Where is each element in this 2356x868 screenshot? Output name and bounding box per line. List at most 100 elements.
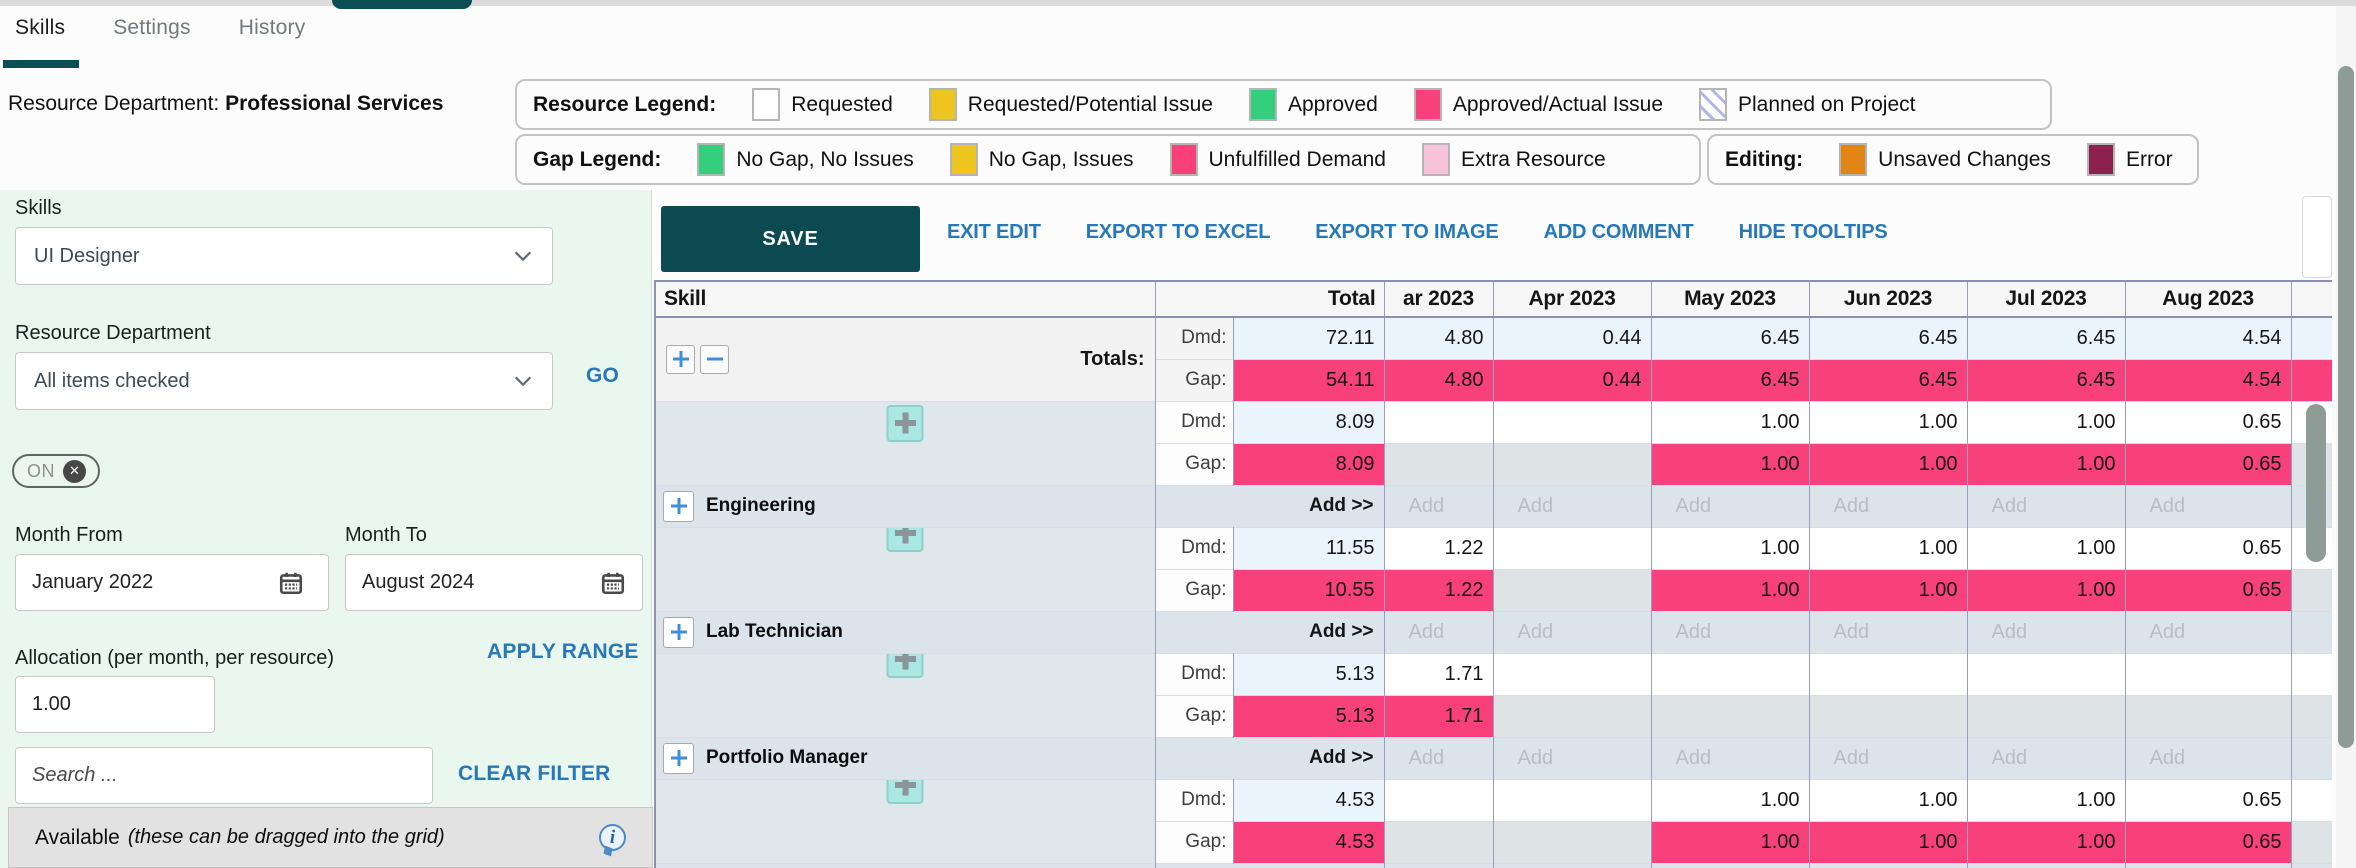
add-month-cell[interactable]: Add xyxy=(1966,484,2126,527)
add-month-cell[interactable]: Add xyxy=(1966,862,2126,868)
add-month-cell[interactable]: Add xyxy=(1383,736,1494,779)
go-button[interactable]: GO xyxy=(586,364,620,387)
add-month-cell[interactable]: Add xyxy=(1492,736,1652,779)
demand-value-cell[interactable] xyxy=(1492,652,1652,695)
demand-value-cell[interactable]: 0.65 xyxy=(2124,400,2292,443)
demand-value-cell[interactable]: 1.00 xyxy=(1808,526,1968,569)
add-month-cell[interactable]: Add xyxy=(1492,610,1652,653)
add-month-cell[interactable]: Add xyxy=(2124,736,2292,779)
totals-gap-value[interactable]: 4.54 xyxy=(2124,358,2292,401)
add-month-cell[interactable]: Add xyxy=(1650,862,1810,868)
add-month-cell[interactable]: Add xyxy=(1650,484,1810,527)
demand-value-cell[interactable]: 1.00 xyxy=(1650,526,1810,569)
demand-value-cell[interactable]: 1.00 xyxy=(1808,778,1968,821)
demand-value-cell[interactable]: 1.00 xyxy=(1966,778,2126,821)
tab-settings[interactable]: Settings xyxy=(113,16,191,39)
demand-value-cell[interactable]: 1.00 xyxy=(1650,400,1810,443)
gap-value-cell[interactable] xyxy=(1383,820,1494,863)
add-demand-button[interactable] xyxy=(886,528,924,552)
add-demand-button[interactable] xyxy=(886,404,924,442)
demand-value-cell[interactable]: 5.13 xyxy=(1232,652,1385,695)
gap-value-cell[interactable] xyxy=(1492,694,1652,737)
export-to-image-button[interactable]: EXPORT TO IMAGE xyxy=(1315,221,1499,243)
gap-value-cell[interactable]: 1.71 xyxy=(1383,694,1494,737)
demand-value-cell[interactable] xyxy=(1650,652,1810,695)
add-range-cell[interactable]: Add >> xyxy=(1154,484,1385,527)
totals-demand-value[interactable]: 72.11 xyxy=(1232,316,1385,359)
resource-department-select[interactable]: All items checked xyxy=(15,352,553,410)
hide-tooltips-button[interactable]: HIDE TOOLTIPS xyxy=(1738,221,1888,243)
gap-value-cell[interactable] xyxy=(1492,442,1652,485)
add-month-cell[interactable]: Add xyxy=(1383,484,1494,527)
gap-value-cell[interactable] xyxy=(2124,694,2292,737)
skills-select[interactable]: UI Designer xyxy=(15,227,553,285)
gap-value-cell[interactable]: 1.22 xyxy=(1383,568,1494,611)
gap-value-cell[interactable] xyxy=(1383,442,1494,485)
demand-value-cell[interactable]: 1.00 xyxy=(1808,400,1968,443)
demand-value-cell[interactable] xyxy=(1492,400,1652,443)
demand-value-cell[interactable] xyxy=(1383,400,1494,443)
demand-value-cell[interactable] xyxy=(1492,778,1652,821)
demand-value-cell[interactable]: 0.65 xyxy=(2124,526,2292,569)
demand-value-cell[interactable]: 1.22 xyxy=(1383,526,1494,569)
calendar-icon[interactable] xyxy=(600,570,626,596)
gap-value-cell[interactable]: 10.55 xyxy=(1232,568,1385,611)
gap-value-cell[interactable]: 1.00 xyxy=(1966,568,2126,611)
apply-range-button[interactable]: APPLY RANGE xyxy=(487,640,639,663)
gap-value-cell[interactable]: 0.65 xyxy=(2124,442,2292,485)
calendar-icon[interactable] xyxy=(278,570,304,596)
demand-value-cell[interactable] xyxy=(1492,526,1652,569)
demand-value-cell[interactable]: 1.00 xyxy=(1966,526,2126,569)
add-month-cell[interactable]: Add xyxy=(1966,736,2126,779)
remove-chip-icon[interactable]: ✕ xyxy=(63,459,86,483)
gap-value-cell[interactable] xyxy=(1492,820,1652,863)
export-to-excel-button[interactable]: EXPORT TO EXCEL xyxy=(1085,221,1271,243)
totals-gap-value[interactable]: 0.44 xyxy=(1492,358,1652,401)
exit-edit-button[interactable]: EXIT EDIT xyxy=(947,221,1041,243)
gap-value-cell[interactable] xyxy=(1808,694,1968,737)
add-month-cell[interactable]: Add xyxy=(1650,610,1810,653)
gap-value-cell[interactable]: 1.00 xyxy=(1966,442,2126,485)
allocation-input[interactable] xyxy=(15,676,215,733)
save-button[interactable]: SAVE xyxy=(661,206,920,272)
gap-value-cell[interactable] xyxy=(1966,694,2126,737)
demand-value-cell[interactable]: 4.53 xyxy=(1232,778,1385,821)
gap-value-cell[interactable] xyxy=(1650,694,1810,737)
month-from-input[interactable] xyxy=(15,554,329,611)
add-month-cell[interactable]: Add xyxy=(1808,610,1968,653)
demand-value-cell[interactable]: 11.55 xyxy=(1232,526,1385,569)
gap-value-cell[interactable]: 5.13 xyxy=(1232,694,1385,737)
add-range-cell[interactable]: Add >> xyxy=(1154,610,1385,653)
totals-demand-value[interactable]: 0.44 xyxy=(1492,316,1652,359)
totals-demand-value[interactable]: 6.45 xyxy=(1808,316,1968,359)
demand-value-cell[interactable] xyxy=(2124,652,2292,695)
gap-value-cell[interactable]: 1.00 xyxy=(1808,442,1968,485)
totals-demand-value[interactable]: 6.45 xyxy=(1650,316,1810,359)
add-range-cell[interactable]: Add >> xyxy=(1154,736,1385,779)
totals-gap-value[interactable]: 54.11 xyxy=(1232,358,1385,401)
totals-demand-value[interactable]: 4.80 xyxy=(1383,316,1494,359)
filter-toggle-chip[interactable]: ON ✕ xyxy=(12,454,100,488)
gap-value-cell[interactable]: 1.00 xyxy=(1808,820,1968,863)
demand-value-cell[interactable] xyxy=(1808,652,1968,695)
add-demand-button[interactable] xyxy=(886,654,924,678)
totals-demand-value[interactable]: 6.45 xyxy=(1966,316,2126,359)
add-month-cell[interactable]: Add xyxy=(1492,862,1652,868)
add-month-cell[interactable]: Add xyxy=(1383,862,1494,868)
search-input[interactable] xyxy=(15,747,433,804)
totals-gap-value[interactable]: 4.80 xyxy=(1383,358,1494,401)
page-scrollbar-thumb[interactable] xyxy=(2338,66,2354,748)
add-month-cell[interactable]: Add xyxy=(1650,736,1810,779)
demand-value-cell[interactable]: 1.71 xyxy=(1383,652,1494,695)
gap-value-cell[interactable]: 1.00 xyxy=(1808,568,1968,611)
tab-skills[interactable]: Skills xyxy=(15,16,66,39)
gap-value-cell[interactable] xyxy=(1492,568,1652,611)
gap-value-cell[interactable]: 4.53 xyxy=(1232,820,1385,863)
totals-gap-value[interactable]: 6.45 xyxy=(1650,358,1810,401)
month-to-input[interactable] xyxy=(345,554,643,611)
demand-value-cell[interactable]: 8.09 xyxy=(1232,400,1385,443)
grid-scrollbar-thumb[interactable] xyxy=(2306,404,2326,562)
demand-value-cell[interactable] xyxy=(1966,652,2126,695)
add-demand-button[interactable] xyxy=(886,780,924,804)
totals-demand-value[interactable]: 4.54 xyxy=(2124,316,2292,359)
